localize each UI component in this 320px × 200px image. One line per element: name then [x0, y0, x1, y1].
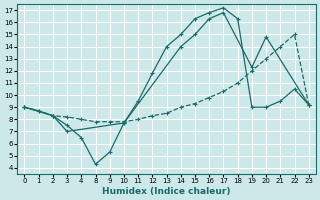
X-axis label: Humidex (Indice chaleur): Humidex (Indice chaleur)	[102, 187, 231, 196]
